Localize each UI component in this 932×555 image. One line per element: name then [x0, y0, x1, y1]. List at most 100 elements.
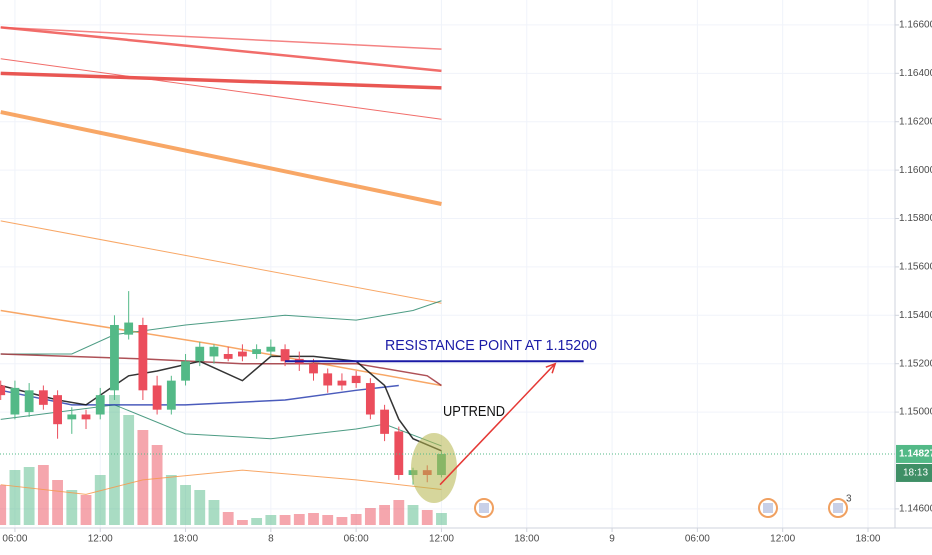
candle-body	[252, 349, 262, 355]
x-tick-label: 12:00	[429, 534, 454, 545]
candle-body	[337, 380, 347, 386]
y-tick-label: 1.15000	[899, 407, 932, 418]
indicator-line	[0, 26, 442, 50]
indicator-line	[0, 355, 442, 452]
candle-body	[138, 324, 148, 391]
candle-body	[152, 385, 162, 410]
candle-body	[166, 380, 176, 410]
volume-bar	[436, 513, 447, 525]
volume-bar	[208, 500, 220, 525]
volume-bar	[293, 514, 305, 525]
indicator-line	[0, 469, 442, 495]
candle-body	[110, 324, 119, 391]
flag	[763, 503, 773, 513]
trend-arrow	[439, 363, 556, 486]
y-tick-label: 1.16600	[899, 20, 932, 31]
event-flag[interactable]	[828, 498, 848, 518]
indicator-layer	[0, 26, 442, 495]
candle-body	[124, 322, 134, 335]
volume-bar	[251, 518, 263, 525]
volume-bar	[393, 500, 405, 525]
volume-bar	[222, 512, 234, 525]
candle-body	[223, 354, 233, 359]
candle-body	[266, 346, 276, 352]
volume-bar	[180, 485, 191, 525]
candle-body	[323, 373, 333, 386]
candle-body	[309, 363, 318, 374]
volume-bar	[23, 467, 35, 525]
x-tick-label: 9	[609, 534, 615, 545]
volume-bar	[109, 395, 120, 525]
candle-body	[24, 390, 34, 413]
volume-bar	[336, 517, 348, 525]
x-tick-label: 18:00	[173, 534, 198, 545]
flag	[833, 503, 843, 513]
candle-body	[53, 395, 62, 425]
volume-bar	[9, 470, 21, 525]
highlight-ellipse	[411, 433, 457, 503]
trend-label: UPTREND	[443, 403, 505, 420]
candle-body	[238, 351, 247, 357]
x-tick-label: 18:00	[855, 534, 880, 545]
countdown-label: 18:13	[903, 468, 928, 479]
countdown-box	[896, 463, 932, 482]
volume-layer	[0, 395, 447, 525]
axes: 1.16600 1.16400 1.16200 1.16000 1.15800 1.156…	[2, 20, 932, 545]
x-tick-label: 06:00	[344, 534, 369, 545]
volume-bar	[52, 480, 63, 525]
volume-bar	[80, 495, 92, 525]
volume-bar	[279, 515, 291, 525]
event-flag[interactable]	[474, 498, 494, 518]
volume-bar	[421, 510, 433, 525]
y-tick-label: 1.15400	[899, 310, 932, 321]
indicator-line	[0, 26, 442, 73]
indicator-line	[0, 300, 442, 355]
x-tick-label: 12:00	[770, 534, 795, 545]
volume-bar	[165, 475, 177, 525]
volume-bar	[379, 505, 390, 525]
volume-bar	[407, 505, 419, 525]
candle-body	[95, 395, 105, 415]
y-tick-label: 1.16000	[899, 165, 932, 176]
candle-body	[181, 361, 190, 381]
x-tick-label: 18:00	[514, 534, 539, 545]
candle-body	[280, 349, 290, 362]
indicator-line	[0, 110, 442, 206]
volume-bar	[265, 515, 277, 525]
candle-body	[81, 414, 91, 420]
volume-bar	[308, 513, 319, 525]
volume-bar	[94, 475, 106, 525]
candle-body	[195, 346, 205, 362]
candle-body	[394, 431, 404, 476]
volume-bar	[322, 515, 334, 525]
volume-bar	[151, 445, 163, 525]
y-tick-label: 1.14600	[899, 504, 932, 515]
candle-body	[67, 414, 77, 420]
x-tick-label: 8	[268, 534, 274, 545]
x-tick-label: 06:00	[685, 534, 710, 545]
candle-body	[209, 346, 219, 357]
candle-body	[0, 385, 6, 396]
event-count: 3	[846, 494, 852, 505]
volume-bar	[364, 508, 376, 525]
x-tick-label: 06:00	[2, 534, 27, 545]
y-tick-label: 1.15200	[899, 358, 932, 369]
annotation-layer: RESISTANCE POINT AT 1.15200 UPTREND	[0, 337, 895, 486]
volume-bar	[123, 415, 135, 525]
indicator-line	[0, 71, 442, 90]
volume-bar	[66, 490, 78, 525]
y-tick-label: 1.16400	[899, 68, 932, 79]
volume-bar	[0, 485, 7, 525]
candle-body	[351, 375, 361, 384]
event-flag[interactable]	[758, 498, 778, 518]
candle-body	[38, 390, 48, 405]
y-tick-label: 1.16200	[899, 116, 932, 127]
flag	[479, 503, 489, 513]
indicator-line	[0, 58, 442, 120]
volume-bar	[350, 514, 362, 525]
arrow-head	[545, 362, 557, 374]
volume-bar	[194, 490, 206, 525]
current-price-box	[896, 444, 932, 463]
volume-bar	[237, 520, 248, 525]
